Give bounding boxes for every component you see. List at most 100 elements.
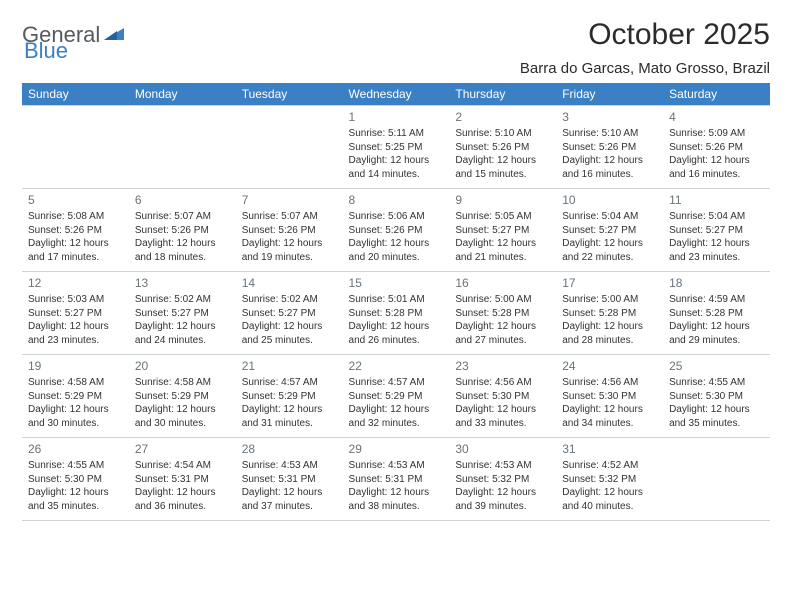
- day-number: 8: [349, 192, 444, 208]
- calendar-day-cell: 23Sunrise: 4:56 AMSunset: 5:30 PMDayligh…: [449, 355, 556, 438]
- calendar-table: SundayMondayTuesdayWednesdayThursdayFrid…: [22, 83, 770, 521]
- sunset-text: Sunset: 5:27 PM: [242, 307, 337, 321]
- calendar-day-cell: 7Sunrise: 5:07 AMSunset: 5:26 PMDaylight…: [236, 189, 343, 272]
- sunrise-text: Sunrise: 5:04 AM: [669, 210, 764, 224]
- daylight-text: and 32 minutes.: [349, 417, 444, 431]
- daylight-text: Daylight: 12 hours: [242, 237, 337, 251]
- daylight-text: and 22 minutes.: [562, 251, 657, 265]
- sunrise-text: Sunrise: 5:02 AM: [242, 293, 337, 307]
- sunrise-text: Sunrise: 5:06 AM: [349, 210, 444, 224]
- calendar-day-cell: 8Sunrise: 5:06 AMSunset: 5:26 PMDaylight…: [343, 189, 450, 272]
- daylight-text: Daylight: 12 hours: [562, 154, 657, 168]
- sunrise-text: Sunrise: 5:10 AM: [562, 127, 657, 141]
- sunrise-text: Sunrise: 4:53 AM: [349, 459, 444, 473]
- calendar-day-cell: 22Sunrise: 4:57 AMSunset: 5:29 PMDayligh…: [343, 355, 450, 438]
- day-number: 22: [349, 358, 444, 374]
- calendar-day-cell: 11Sunrise: 5:04 AMSunset: 5:27 PMDayligh…: [663, 189, 770, 272]
- sunset-text: Sunset: 5:27 PM: [455, 224, 550, 238]
- daylight-text: Daylight: 12 hours: [135, 237, 230, 251]
- calendar-day-cell: 27Sunrise: 4:54 AMSunset: 5:31 PMDayligh…: [129, 438, 236, 521]
- sunrise-text: Sunrise: 4:59 AM: [669, 293, 764, 307]
- calendar-day-cell: 21Sunrise: 4:57 AMSunset: 5:29 PMDayligh…: [236, 355, 343, 438]
- sunset-text: Sunset: 5:27 PM: [669, 224, 764, 238]
- calendar-day-cell: 28Sunrise: 4:53 AMSunset: 5:31 PMDayligh…: [236, 438, 343, 521]
- daylight-text: and 14 minutes.: [349, 168, 444, 182]
- day-number: 17: [562, 275, 657, 291]
- calendar-day-cell: 2Sunrise: 5:10 AMSunset: 5:26 PMDaylight…: [449, 106, 556, 189]
- daylight-text: Daylight: 12 hours: [28, 320, 123, 334]
- day-number: 11: [669, 192, 764, 208]
- weekday-header: Saturday: [663, 83, 770, 106]
- calendar-day-cell: 1Sunrise: 5:11 AMSunset: 5:25 PMDaylight…: [343, 106, 450, 189]
- daylight-text: and 28 minutes.: [562, 334, 657, 348]
- sunset-text: Sunset: 5:26 PM: [242, 224, 337, 238]
- calendar-day-cell: 6Sunrise: 5:07 AMSunset: 5:26 PMDaylight…: [129, 189, 236, 272]
- day-number: 15: [349, 275, 444, 291]
- calendar-day-cell: 31Sunrise: 4:52 AMSunset: 5:32 PMDayligh…: [556, 438, 663, 521]
- sunrise-text: Sunrise: 5:09 AM: [669, 127, 764, 141]
- day-number: 3: [562, 109, 657, 125]
- daylight-text: and 38 minutes.: [349, 500, 444, 514]
- day-number: 21: [242, 358, 337, 374]
- day-number: 14: [242, 275, 337, 291]
- daylight-text: and 21 minutes.: [455, 251, 550, 265]
- daylight-text: and 40 minutes.: [562, 500, 657, 514]
- day-number: 5: [28, 192, 123, 208]
- daylight-text: and 39 minutes.: [455, 500, 550, 514]
- calendar-body: 1Sunrise: 5:11 AMSunset: 5:25 PMDaylight…: [22, 106, 770, 521]
- sunrise-text: Sunrise: 5:01 AM: [349, 293, 444, 307]
- sunset-text: Sunset: 5:26 PM: [135, 224, 230, 238]
- daylight-text: Daylight: 12 hours: [562, 486, 657, 500]
- calendar-week-row: 5Sunrise: 5:08 AMSunset: 5:26 PMDaylight…: [22, 189, 770, 272]
- sunrise-text: Sunrise: 4:52 AM: [562, 459, 657, 473]
- weekday-header: Tuesday: [236, 83, 343, 106]
- calendar-day-cell: 24Sunrise: 4:56 AMSunset: 5:30 PMDayligh…: [556, 355, 663, 438]
- sunrise-text: Sunrise: 4:57 AM: [242, 376, 337, 390]
- daylight-text: and 19 minutes.: [242, 251, 337, 265]
- calendar-day-cell: 5Sunrise: 5:08 AMSunset: 5:26 PMDaylight…: [22, 189, 129, 272]
- sunrise-text: Sunrise: 4:58 AM: [28, 376, 123, 390]
- daylight-text: and 35 minutes.: [669, 417, 764, 431]
- sunset-text: Sunset: 5:30 PM: [562, 390, 657, 404]
- calendar-week-row: 26Sunrise: 4:55 AMSunset: 5:30 PMDayligh…: [22, 438, 770, 521]
- sunset-text: Sunset: 5:27 PM: [135, 307, 230, 321]
- calendar-day-cell: 12Sunrise: 5:03 AMSunset: 5:27 PMDayligh…: [22, 272, 129, 355]
- sunset-text: Sunset: 5:27 PM: [28, 307, 123, 321]
- daylight-text: Daylight: 12 hours: [562, 320, 657, 334]
- daylight-text: and 16 minutes.: [669, 168, 764, 182]
- calendar-day-cell: 16Sunrise: 5:00 AMSunset: 5:28 PMDayligh…: [449, 272, 556, 355]
- sunrise-text: Sunrise: 5:00 AM: [455, 293, 550, 307]
- daylight-text: Daylight: 12 hours: [349, 403, 444, 417]
- calendar-day-cell: 26Sunrise: 4:55 AMSunset: 5:30 PMDayligh…: [22, 438, 129, 521]
- sunset-text: Sunset: 5:29 PM: [242, 390, 337, 404]
- sunset-text: Sunset: 5:32 PM: [562, 473, 657, 487]
- daylight-text: and 16 minutes.: [562, 168, 657, 182]
- sunrise-text: Sunrise: 4:57 AM: [349, 376, 444, 390]
- daylight-text: Daylight: 12 hours: [669, 320, 764, 334]
- daylight-text: and 26 minutes.: [349, 334, 444, 348]
- day-number: 18: [669, 275, 764, 291]
- daylight-text: and 36 minutes.: [135, 500, 230, 514]
- sunset-text: Sunset: 5:25 PM: [349, 141, 444, 155]
- sunrise-text: Sunrise: 5:11 AM: [349, 127, 444, 141]
- sunrise-text: Sunrise: 5:02 AM: [135, 293, 230, 307]
- calendar-day-cell: 13Sunrise: 5:02 AMSunset: 5:27 PMDayligh…: [129, 272, 236, 355]
- daylight-text: and 20 minutes.: [349, 251, 444, 265]
- daylight-text: and 17 minutes.: [28, 251, 123, 265]
- logo-blue: Blue: [24, 38, 772, 64]
- sunset-text: Sunset: 5:31 PM: [349, 473, 444, 487]
- daylight-text: Daylight: 12 hours: [135, 486, 230, 500]
- day-number: 24: [562, 358, 657, 374]
- daylight-text: and 23 minutes.: [28, 334, 123, 348]
- sunset-text: Sunset: 5:28 PM: [349, 307, 444, 321]
- sunset-text: Sunset: 5:28 PM: [562, 307, 657, 321]
- day-number: 12: [28, 275, 123, 291]
- day-number: 29: [349, 441, 444, 457]
- sunrise-text: Sunrise: 5:04 AM: [562, 210, 657, 224]
- daylight-text: Daylight: 12 hours: [28, 403, 123, 417]
- sunset-text: Sunset: 5:31 PM: [242, 473, 337, 487]
- sunset-text: Sunset: 5:27 PM: [562, 224, 657, 238]
- daylight-text: Daylight: 12 hours: [28, 486, 123, 500]
- sunrise-text: Sunrise: 5:08 AM: [28, 210, 123, 224]
- day-number: 16: [455, 275, 550, 291]
